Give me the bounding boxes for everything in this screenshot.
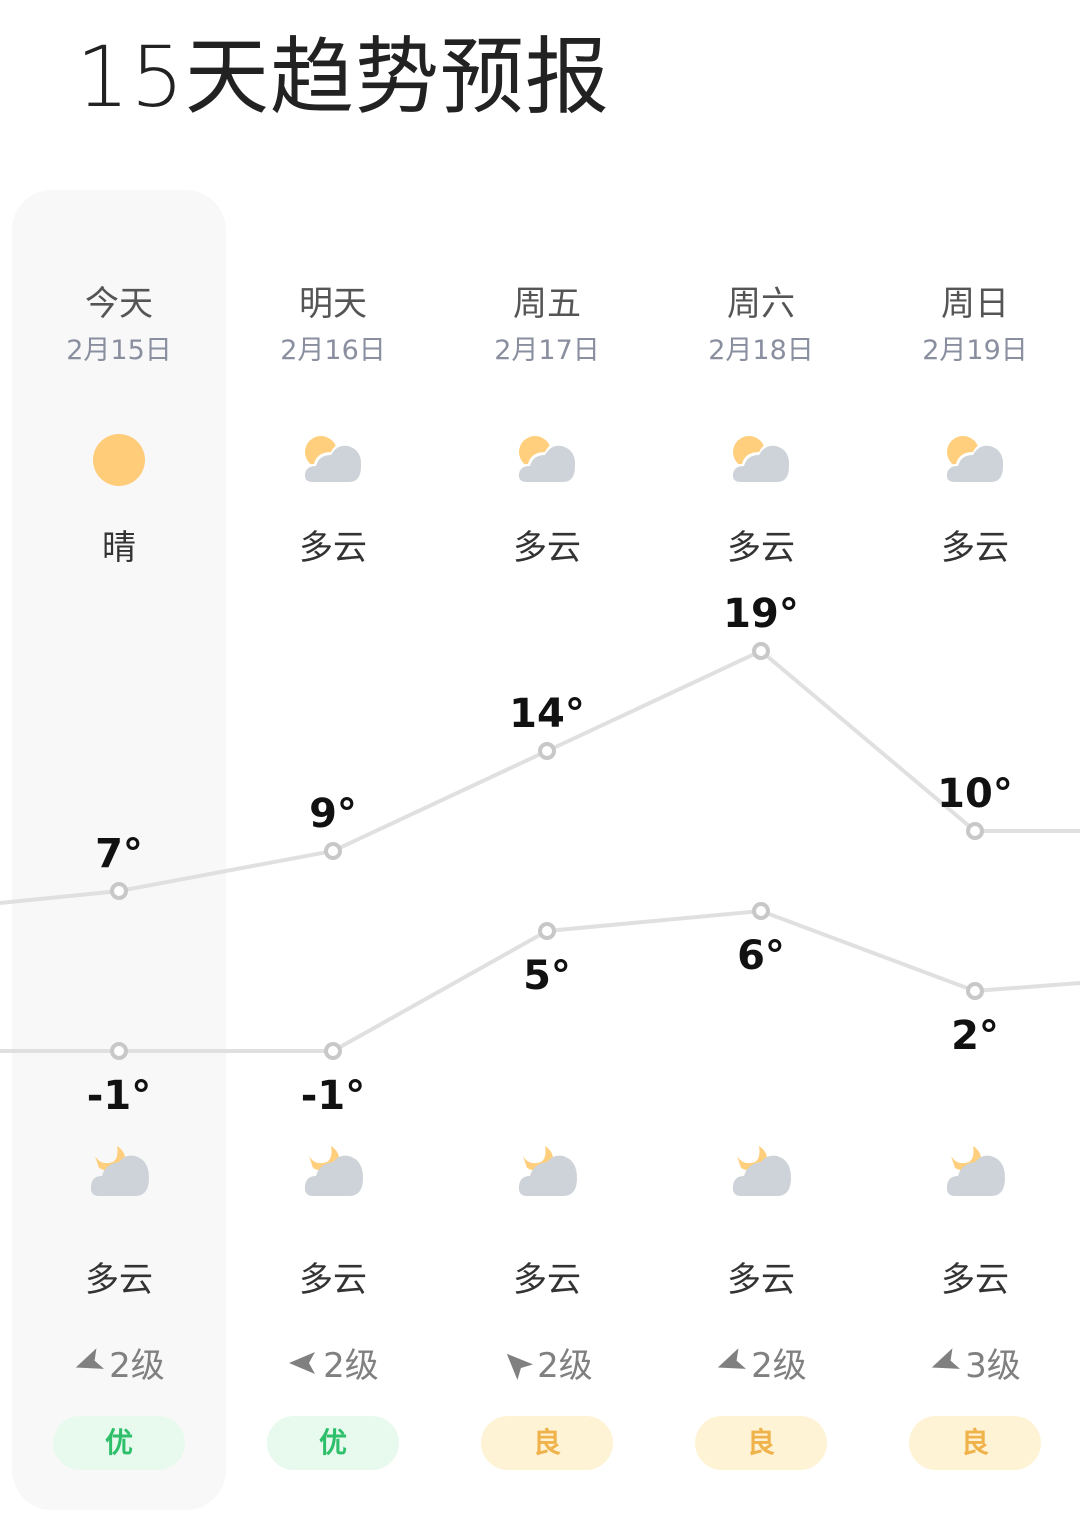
wind-direction-icon bbox=[75, 1347, 105, 1369]
day-column[interactable]: 周日 2月19日 多云 多云 3级 良 bbox=[868, 0, 1080, 1534]
high-temp-point bbox=[538, 742, 556, 760]
day-condition: 多云 bbox=[513, 528, 581, 568]
high-temp-label: 9° bbox=[309, 791, 357, 837]
page-title: 15天趋势预报 bbox=[76, 28, 610, 126]
wind-level: 3级 bbox=[965, 1346, 1021, 1386]
day-date: 2月18日 bbox=[708, 335, 814, 366]
wind-direction-icon bbox=[289, 1351, 316, 1374]
night-condition: 多云 bbox=[299, 1260, 367, 1300]
moon-cloud-icon bbox=[943, 1142, 1007, 1198]
high-temp-point bbox=[324, 842, 342, 860]
day-name: 周日 bbox=[941, 284, 1009, 324]
moon-cloud-icon bbox=[301, 1142, 365, 1198]
low-temp-point bbox=[966, 982, 984, 1000]
day-column[interactable]: 明天 2月16日 多云 多云 2级 优 bbox=[226, 0, 440, 1534]
low-temp-label: 2° bbox=[951, 1013, 999, 1059]
day-condition: 晴 bbox=[102, 528, 136, 568]
sun-cloud-icon bbox=[729, 432, 793, 488]
wind-level: 2级 bbox=[537, 1346, 593, 1386]
wind-level: 2级 bbox=[323, 1346, 379, 1386]
day-condition: 多云 bbox=[941, 528, 1009, 568]
low-temp-label: 6° bbox=[737, 933, 785, 979]
low-temp-point bbox=[110, 1042, 128, 1060]
high-temp-point bbox=[966, 822, 984, 840]
low-temp-point bbox=[538, 922, 556, 940]
low-temp-label: 5° bbox=[523, 953, 571, 999]
wind-direction-icon bbox=[717, 1347, 747, 1369]
wind-level: 2级 bbox=[751, 1346, 807, 1386]
day-date: 2月15日 bbox=[66, 335, 172, 366]
day-date: 2月17日 bbox=[494, 335, 600, 366]
high-temp-label: 14° bbox=[509, 691, 585, 737]
low-temp-point bbox=[324, 1042, 342, 1060]
day-date: 2月19日 bbox=[922, 335, 1028, 366]
night-condition: 多云 bbox=[85, 1260, 153, 1300]
high-temp-label: 10° bbox=[937, 771, 1013, 817]
sun-icon bbox=[87, 432, 151, 488]
wind-direction-icon bbox=[506, 1353, 534, 1380]
wind-direction-icon bbox=[931, 1347, 961, 1369]
low-temp-point bbox=[752, 902, 770, 920]
wind: 2级 bbox=[440, 1338, 654, 1387]
high-temp-point bbox=[110, 882, 128, 900]
day-column[interactable]: 今天 2月15日 晴 多云 2级 优 bbox=[12, 0, 226, 1534]
high-temp-label: 7° bbox=[95, 831, 143, 877]
high-temp-point bbox=[752, 642, 770, 660]
day-condition: 多云 bbox=[727, 528, 795, 568]
night-condition: 多云 bbox=[513, 1260, 581, 1300]
moon-cloud-icon bbox=[87, 1142, 151, 1198]
day-condition: 多云 bbox=[299, 528, 367, 568]
day-name: 明天 bbox=[299, 284, 367, 324]
night-condition: 多云 bbox=[727, 1260, 795, 1300]
sun-cloud-icon bbox=[301, 432, 365, 488]
aqi-badge[interactable]: 优 bbox=[53, 1416, 185, 1470]
wind: 3级 bbox=[868, 1338, 1080, 1387]
today-highlight bbox=[12, 190, 226, 1510]
day-name: 周五 bbox=[513, 284, 581, 324]
aqi-badge[interactable]: 良 bbox=[481, 1416, 613, 1470]
wind: 2级 bbox=[226, 1338, 440, 1387]
wind-level: 2级 bbox=[109, 1346, 165, 1386]
night-condition: 多云 bbox=[941, 1260, 1009, 1300]
aqi-badge[interactable]: 优 bbox=[267, 1416, 399, 1470]
aqi-badge[interactable]: 良 bbox=[909, 1416, 1041, 1470]
moon-cloud-icon bbox=[729, 1142, 793, 1198]
sun-cloud-icon bbox=[943, 432, 1007, 488]
wind: 2级 bbox=[12, 1338, 226, 1387]
sun-cloud-icon bbox=[515, 432, 579, 488]
low-temp-label: -1° bbox=[87, 1073, 151, 1119]
wind: 2级 bbox=[654, 1338, 868, 1387]
day-name: 今天 bbox=[85, 284, 153, 324]
moon-cloud-icon bbox=[515, 1142, 579, 1198]
low-temp-label: -1° bbox=[301, 1073, 365, 1119]
day-column[interactable]: 周六 2月18日 多云 多云 2级 良 bbox=[654, 0, 868, 1534]
day-column[interactable]: 周五 2月17日 多云 多云 2级 良 bbox=[440, 0, 654, 1534]
aqi-badge[interactable]: 良 bbox=[695, 1416, 827, 1470]
high-temp-label: 19° bbox=[723, 591, 799, 637]
day-name: 周六 bbox=[727, 284, 795, 324]
day-date: 2月16日 bbox=[280, 335, 386, 366]
